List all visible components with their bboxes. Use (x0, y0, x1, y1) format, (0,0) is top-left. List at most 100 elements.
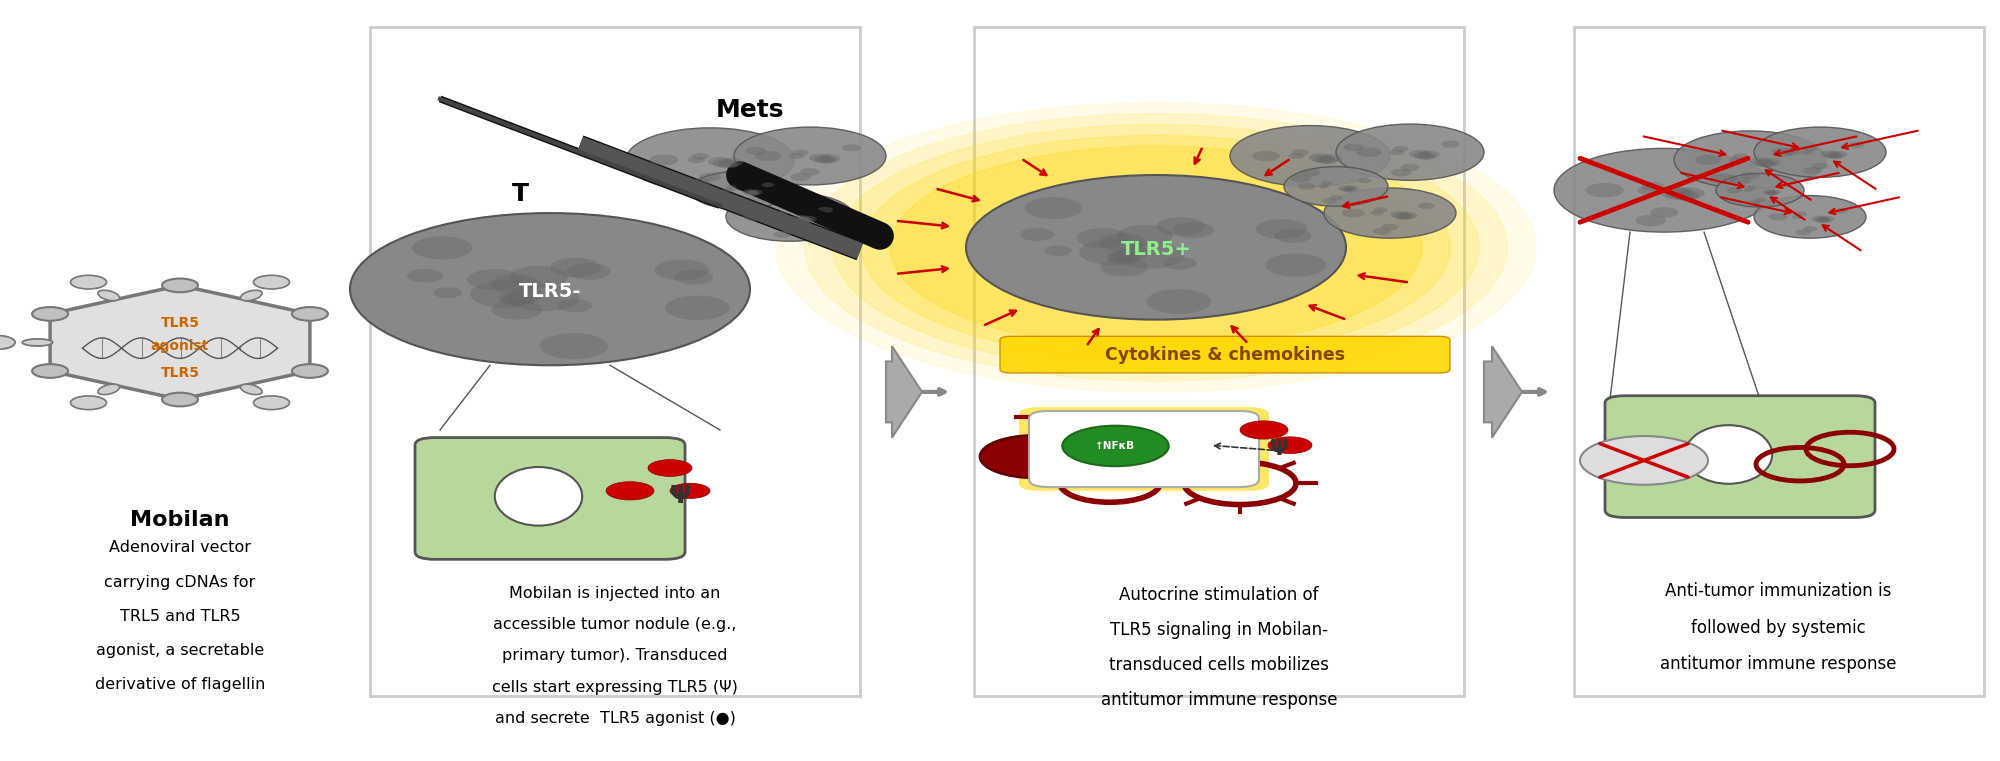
Circle shape (568, 263, 610, 280)
Circle shape (1300, 169, 1320, 177)
Circle shape (1336, 124, 1484, 180)
Circle shape (1754, 127, 1886, 177)
Circle shape (842, 144, 860, 151)
Circle shape (508, 284, 580, 311)
Text: transduced cells mobilizes: transduced cells mobilizes (1108, 656, 1328, 674)
Circle shape (1780, 183, 1790, 187)
Circle shape (1390, 169, 1412, 177)
Circle shape (790, 215, 810, 222)
Circle shape (1672, 190, 1700, 201)
FancyBboxPatch shape (1028, 411, 1260, 487)
Circle shape (1044, 246, 1072, 256)
Circle shape (1292, 149, 1308, 156)
Circle shape (1390, 211, 1410, 218)
Circle shape (1320, 154, 1342, 163)
Circle shape (1062, 425, 1168, 466)
Circle shape (1796, 212, 1808, 216)
Circle shape (492, 300, 542, 320)
Circle shape (292, 365, 328, 377)
Circle shape (1580, 436, 1708, 485)
Circle shape (1834, 208, 1848, 213)
Circle shape (1586, 183, 1624, 198)
Circle shape (1164, 257, 1196, 269)
Text: Mobilan: Mobilan (130, 510, 230, 530)
Ellipse shape (98, 384, 120, 395)
Circle shape (726, 185, 736, 189)
FancyBboxPatch shape (416, 438, 684, 559)
Circle shape (606, 482, 654, 500)
Circle shape (1370, 211, 1384, 215)
Circle shape (1020, 228, 1054, 241)
Circle shape (1818, 218, 1832, 223)
Ellipse shape (22, 339, 52, 345)
Text: Mets: Mets (716, 98, 784, 123)
Circle shape (350, 213, 750, 365)
Circle shape (1252, 151, 1280, 161)
Circle shape (688, 179, 712, 187)
Circle shape (1080, 239, 1148, 266)
Circle shape (1754, 198, 1766, 202)
Circle shape (1754, 196, 1866, 238)
Circle shape (818, 157, 836, 164)
Circle shape (1398, 212, 1418, 219)
Circle shape (800, 168, 820, 176)
Circle shape (1118, 225, 1172, 246)
Circle shape (1726, 187, 1742, 193)
Circle shape (1748, 200, 1760, 205)
Text: Cytokines & chemokines: Cytokines & chemokines (1104, 345, 1346, 364)
Circle shape (1804, 146, 1818, 151)
Circle shape (754, 151, 782, 161)
Circle shape (734, 127, 886, 185)
Circle shape (1710, 174, 1736, 184)
Circle shape (1828, 153, 1844, 159)
Circle shape (1758, 161, 1776, 167)
Circle shape (792, 150, 808, 156)
Circle shape (734, 199, 746, 203)
Circle shape (654, 260, 710, 280)
Circle shape (1636, 215, 1666, 227)
Circle shape (1382, 224, 1398, 230)
Circle shape (550, 258, 602, 277)
Text: Anti-tumor immunization is: Anti-tumor immunization is (1664, 582, 1892, 600)
Circle shape (1156, 217, 1204, 236)
Circle shape (832, 124, 1480, 370)
Circle shape (1374, 207, 1388, 212)
Circle shape (1760, 158, 1780, 167)
Circle shape (1694, 154, 1722, 165)
Circle shape (1324, 188, 1456, 238)
Circle shape (162, 393, 198, 406)
Circle shape (692, 153, 708, 160)
Text: TLR5-: TLR5- (518, 282, 582, 301)
Circle shape (744, 190, 758, 196)
Circle shape (1410, 150, 1430, 158)
Circle shape (1642, 182, 1664, 191)
Circle shape (1768, 213, 1788, 221)
Circle shape (1800, 150, 1814, 154)
Circle shape (1732, 154, 1748, 160)
Circle shape (1308, 153, 1332, 162)
Circle shape (1666, 189, 1696, 200)
Circle shape (1766, 191, 1778, 196)
Circle shape (1106, 250, 1140, 263)
Circle shape (708, 157, 732, 167)
Circle shape (820, 154, 840, 163)
Circle shape (1814, 217, 1830, 223)
Circle shape (762, 183, 774, 187)
Circle shape (720, 158, 742, 167)
Circle shape (1322, 181, 1332, 186)
Circle shape (1442, 141, 1460, 148)
Circle shape (1274, 229, 1312, 243)
Circle shape (1754, 159, 1774, 167)
Circle shape (1400, 164, 1420, 171)
Circle shape (0, 336, 14, 349)
Circle shape (1768, 189, 1780, 194)
Ellipse shape (22, 339, 52, 345)
Circle shape (1108, 252, 1136, 263)
Text: Ψ: Ψ (670, 484, 692, 508)
Circle shape (1820, 150, 1840, 158)
Ellipse shape (494, 467, 582, 526)
Circle shape (1298, 183, 1316, 190)
Circle shape (1730, 177, 1752, 185)
Circle shape (670, 483, 710, 498)
Circle shape (1824, 152, 1842, 159)
